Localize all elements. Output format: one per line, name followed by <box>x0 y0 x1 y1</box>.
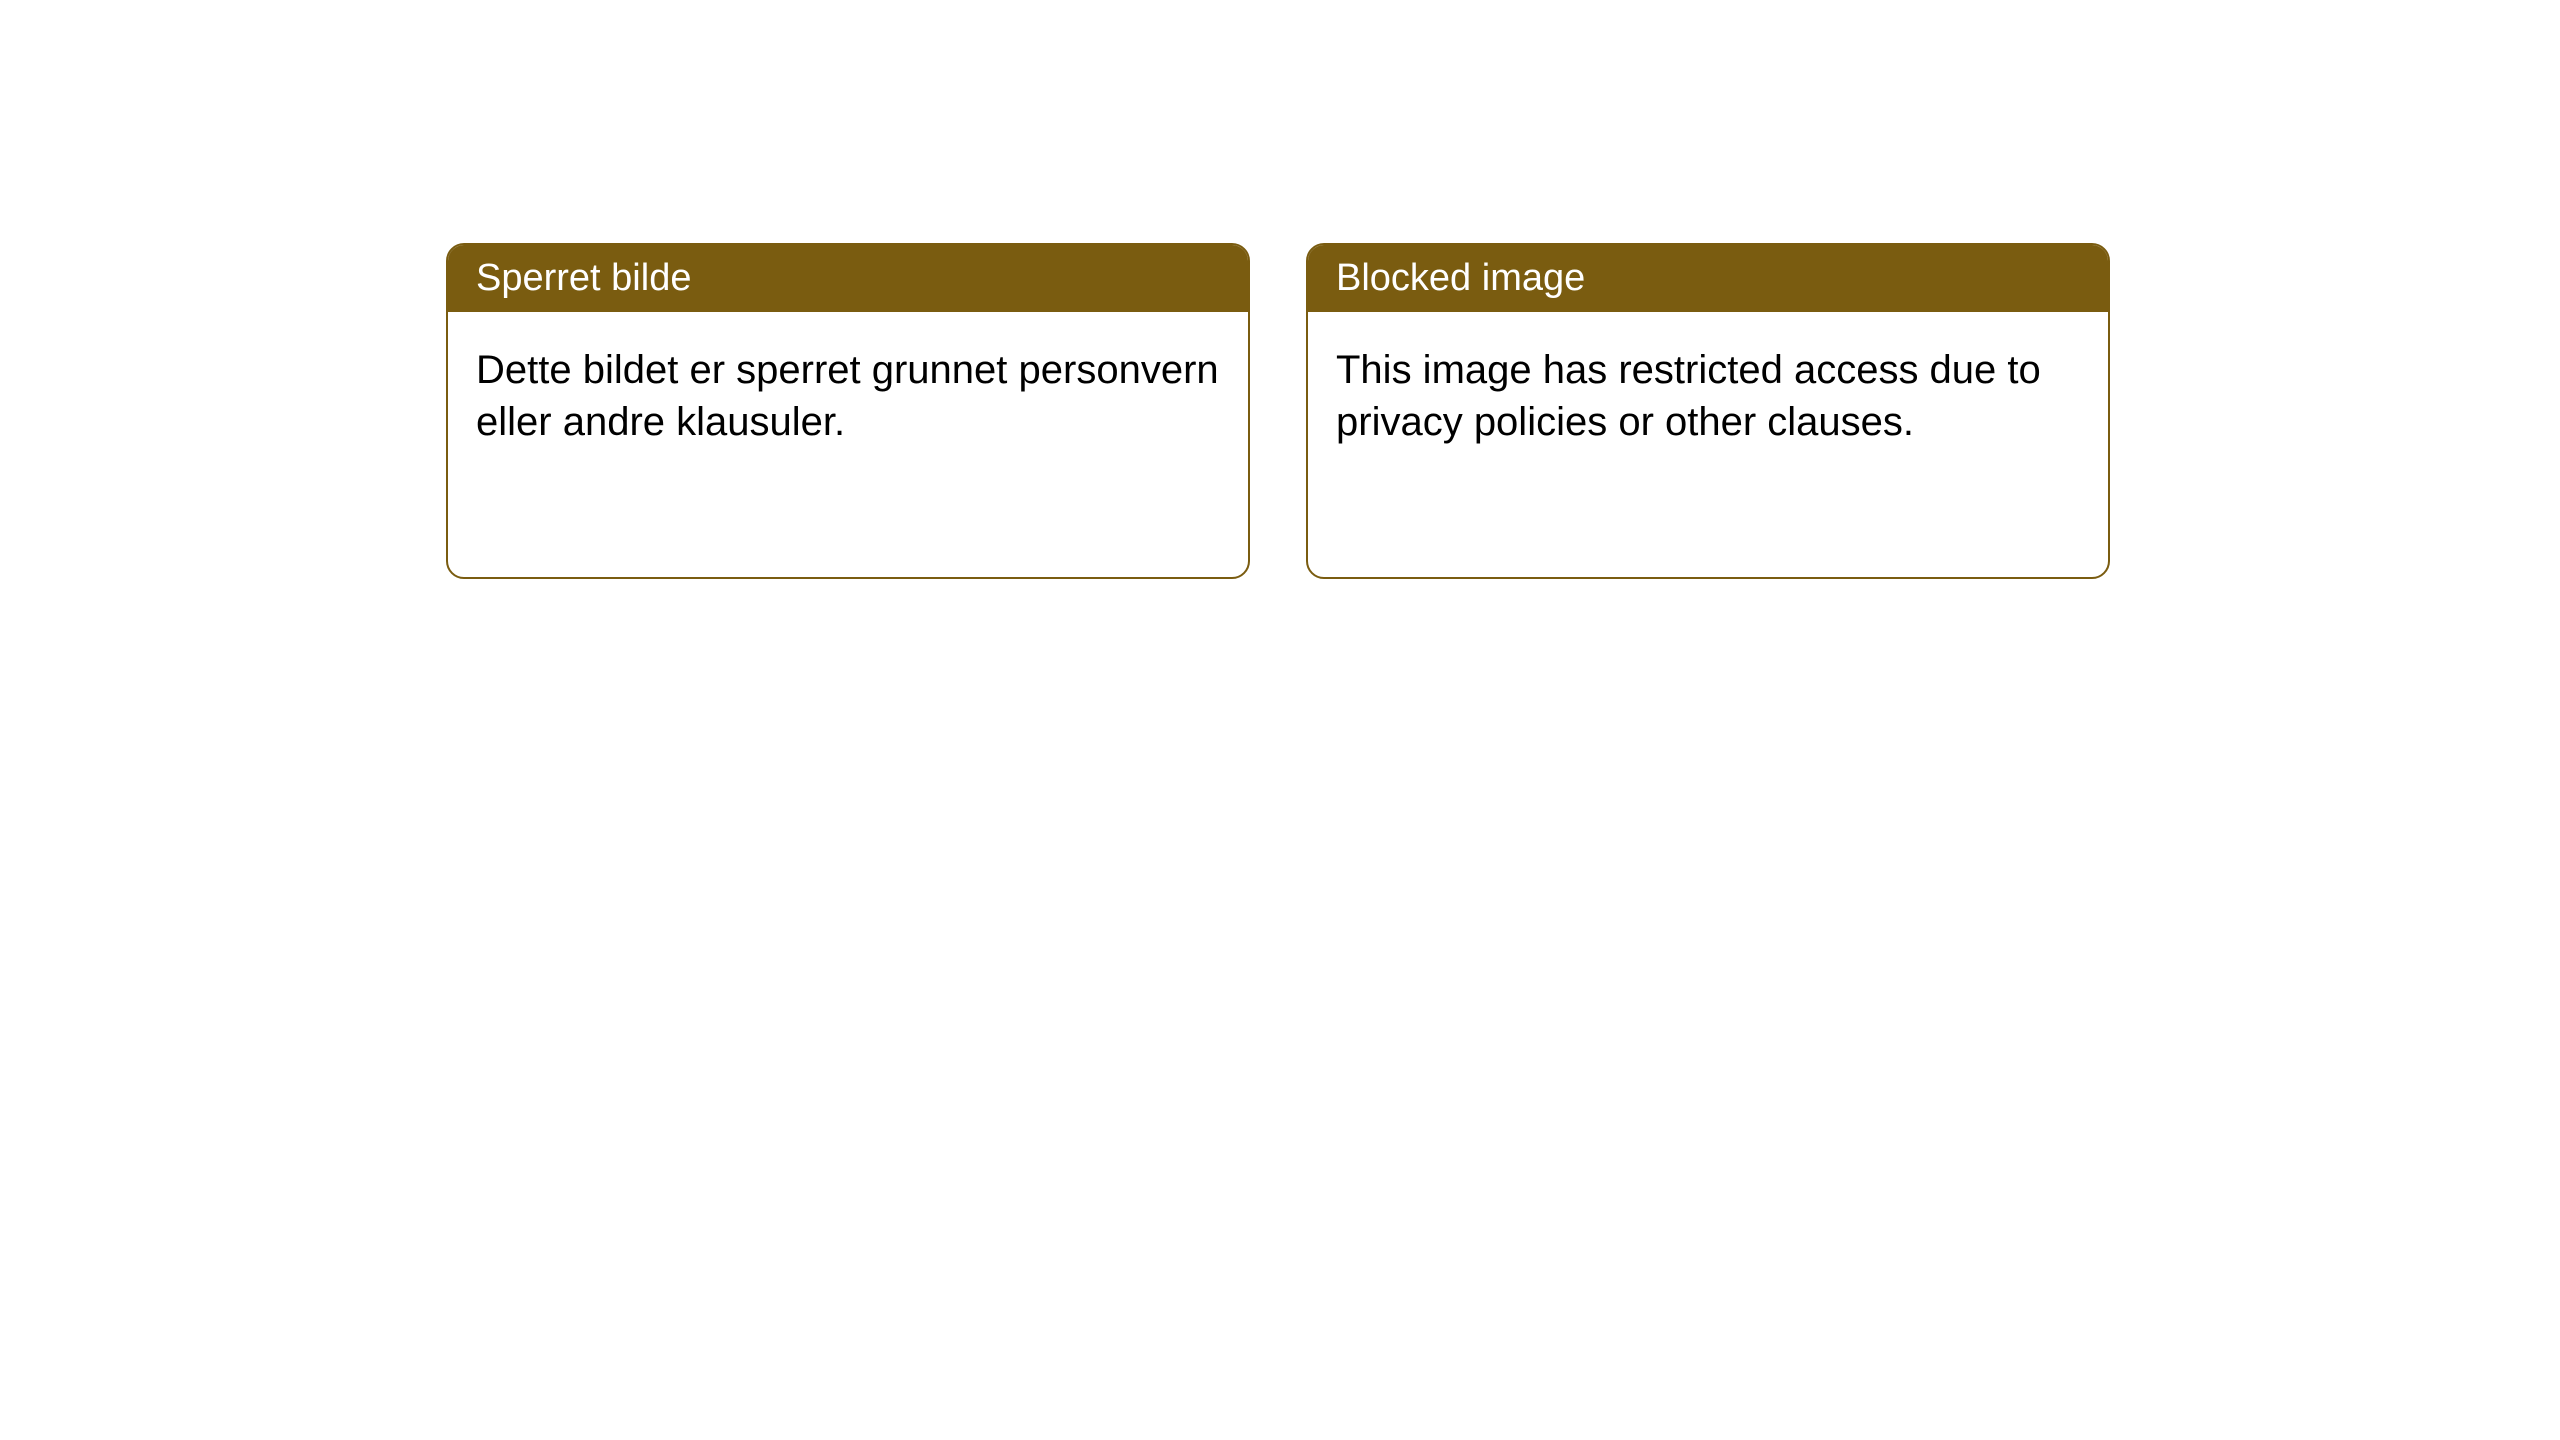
notice-header-left: Sperret bilde <box>448 245 1248 312</box>
notice-header-right: Blocked image <box>1308 245 2108 312</box>
notice-container: Sperret bilde Dette bildet er sperret gr… <box>446 243 2110 579</box>
notice-body-left: Dette bildet er sperret grunnet personve… <box>448 312 1248 480</box>
notice-card-right: Blocked image This image has restricted … <box>1306 243 2110 579</box>
notice-card-left: Sperret bilde Dette bildet er sperret gr… <box>446 243 1250 579</box>
notice-body-right: This image has restricted access due to … <box>1308 312 2108 480</box>
